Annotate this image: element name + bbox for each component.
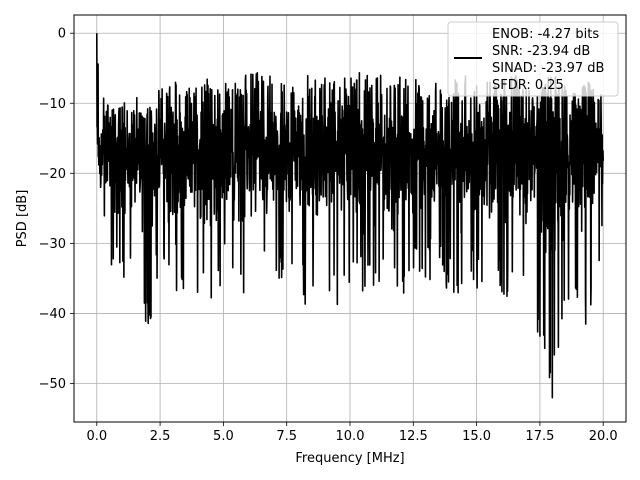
x-tick-label: 12.5 <box>399 429 428 444</box>
x-axis-label: Frequency [MHz] <box>295 451 404 466</box>
legend-line-sfdr: SFDR: 0.25 <box>492 78 564 93</box>
y-tick-label: 0 <box>58 27 66 42</box>
legend-box <box>447 21 619 97</box>
y-tick-label: −20 <box>39 167 66 182</box>
x-tick-label: 5.0 <box>213 429 234 444</box>
y-tick-label: −30 <box>39 237 66 252</box>
x-tick-label: 17.5 <box>525 429 554 444</box>
legend: ENOB: -4.27 bits SNR: -23.94 dB SINAD: -… <box>447 21 619 97</box>
legend-line-enob: ENOB: -4.27 bits <box>492 27 599 42</box>
y-tick-label: −10 <box>39 97 66 112</box>
psd-series-line <box>95 33 605 399</box>
y-tick-label: −50 <box>39 377 66 392</box>
legend-line-snr: SNR: -23.94 dB <box>492 44 590 59</box>
x-axis-ticks: 0.0 2.5 5.0 7.5 10.0 12.5 15.0 17.5 20.0 <box>86 422 618 444</box>
x-tick-label: 20.0 <box>589 429 618 444</box>
x-tick-label: 2.5 <box>150 429 171 444</box>
y-axis-ticks: 0 −10 −20 −30 −40 −50 <box>39 27 74 392</box>
x-tick-label: 0.0 <box>86 429 107 444</box>
x-tick-label: 15.0 <box>462 429 491 444</box>
y-tick-label: −40 <box>39 307 66 322</box>
x-tick-label: 7.5 <box>276 429 297 444</box>
legend-line-sinad: SINAD: -23.97 dB <box>492 61 604 76</box>
x-tick-label: 10.0 <box>336 429 365 444</box>
y-axis-label: PSD [dB] <box>15 190 30 248</box>
plot-area <box>95 33 605 399</box>
